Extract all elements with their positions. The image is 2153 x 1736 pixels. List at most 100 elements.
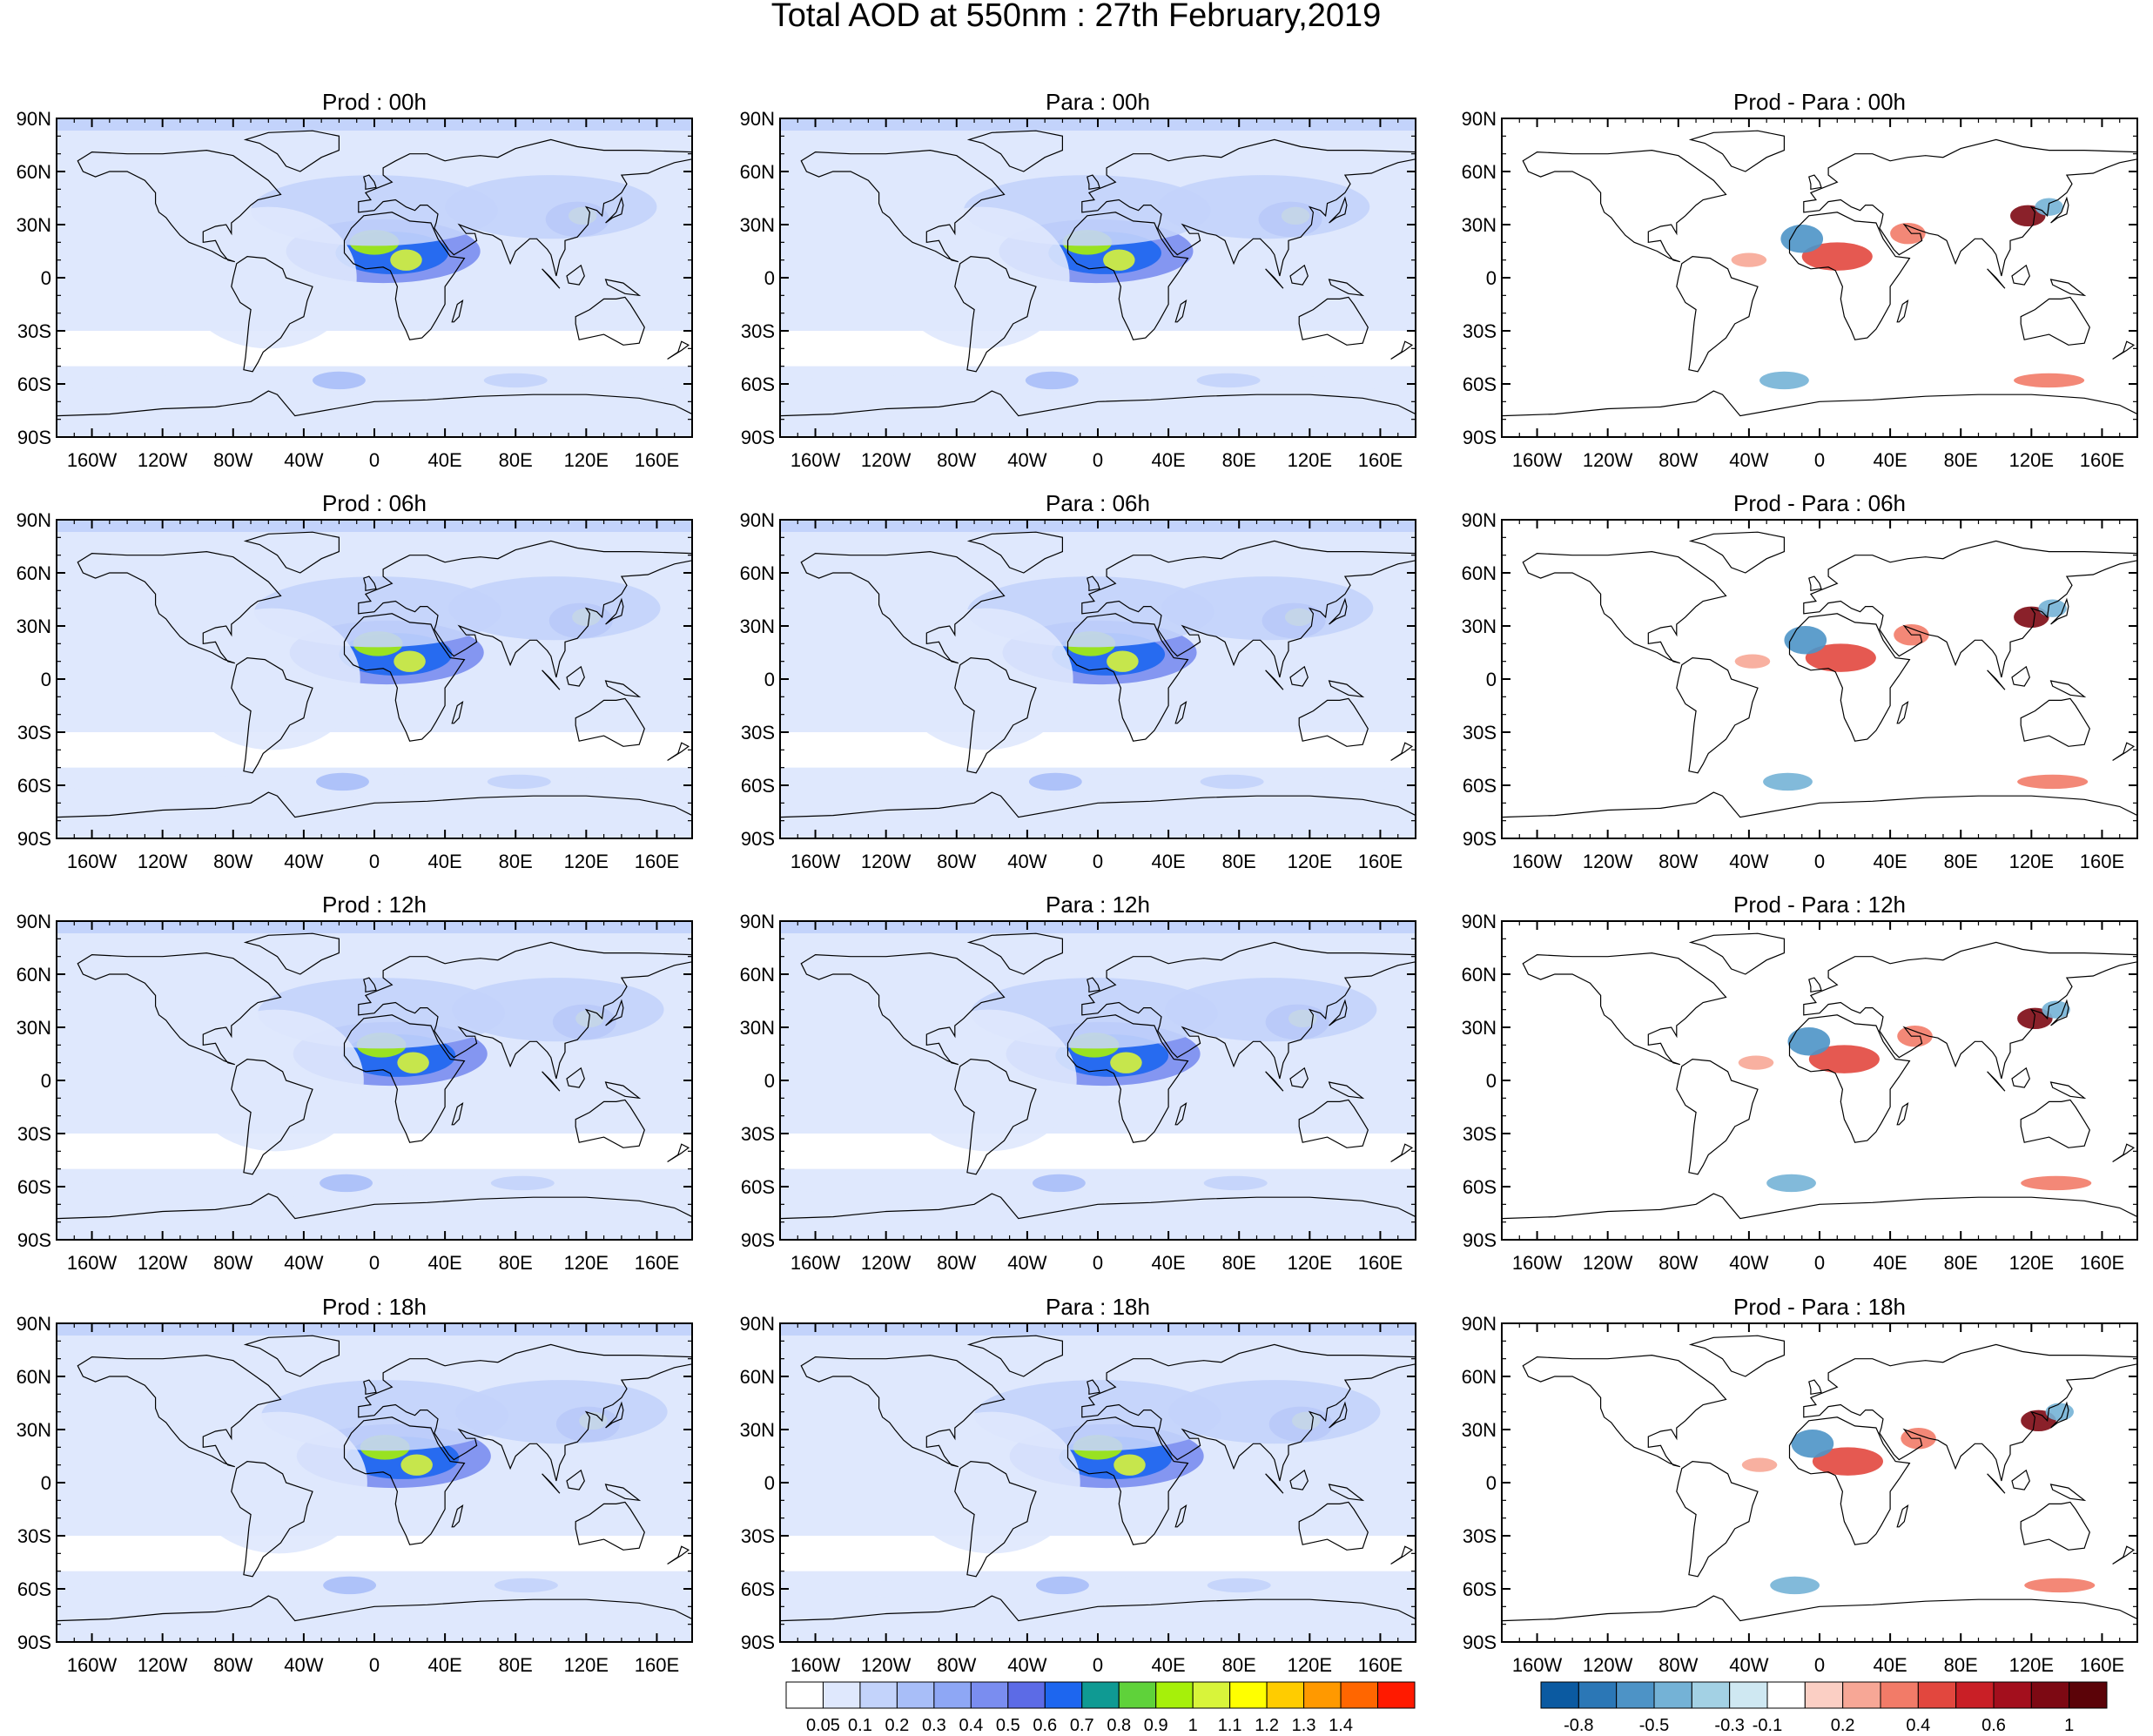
lat-tick-label: 30N: [1462, 1017, 1497, 1039]
panel-title: Para : 06h: [1046, 490, 1150, 516]
coastline-1: [1522, 1354, 1727, 1468]
lon-tick-label: 120W: [138, 1252, 188, 1274]
coastline-11: [1289, 264, 1309, 286]
colorbar-swatch: [970, 1681, 1009, 1709]
lat-tick-label: 60N: [1462, 1366, 1497, 1388]
colorbar-swatch: [1540, 1681, 1579, 1709]
aod-blob-12: [490, 1175, 555, 1191]
clean-band: [780, 1134, 1416, 1169]
lon-tick-label: 40W: [1729, 449, 1768, 471]
lat-tick-label: 0: [1486, 267, 1497, 289]
lat-tick-label: 0: [41, 1472, 51, 1494]
lon-tick-label: 160W: [791, 1654, 841, 1676]
colorbar-swatch: [1766, 1681, 1806, 1709]
coastline-2: [243, 932, 340, 975]
colorbar-swatch: [1266, 1681, 1305, 1709]
aod-blob-5: [1890, 222, 1926, 245]
colorbar-swatch: [1691, 1681, 1731, 1709]
lat-tick-label: 30S: [741, 722, 775, 744]
coastline-10: [542, 1071, 561, 1092]
coastline-9: [1174, 1102, 1188, 1126]
map-area: [1502, 1323, 2137, 1642]
lon-tick-label: 0: [1093, 851, 1103, 872]
aod-blob-10: [780, 373, 1405, 395]
lat-tick-label: 60S: [17, 1578, 51, 1600]
coastline-8: [2050, 1401, 2069, 1429]
lon-tick-label: 120E: [1288, 449, 1332, 471]
antarctica-coastline: [780, 791, 1416, 830]
coastline-8: [605, 1401, 624, 1429]
lat-tick-label: 90N: [1462, 911, 1497, 932]
lat-tick-label: 30N: [17, 1017, 51, 1039]
antarctica-coastline: [57, 1193, 692, 1231]
coastline-10: [1987, 670, 2006, 690]
panel-title: Prod - Para : 00h: [1733, 89, 1906, 115]
aod-blob-2: [2042, 1000, 2070, 1019]
coastline-11: [1289, 1469, 1309, 1490]
colorbar-swatch: [1729, 1681, 1768, 1709]
colorbars: 0.05 0.1 0.2 0.3 0.4 0.5 0.6 0.7 0.8 0.9 1 1.1 1.2 1.…: [785, 1681, 2108, 1735]
lat-tick-label: 30N: [17, 214, 51, 236]
map-panel-3: Prod - Para : 00h 90N 60N 30N 0 30S 60S 90S 160W…: [1462, 89, 2138, 471]
aod-blob-10: [780, 774, 1409, 797]
lat-tick-label: 90S: [741, 1632, 775, 1653]
coastline-3: [1676, 656, 1759, 774]
coastline-8: [2050, 196, 2069, 224]
coastline-8: [605, 196, 624, 224]
lat-tick-label: 30N: [740, 1017, 775, 1039]
coastline-8: [605, 999, 624, 1026]
lon-tick-label: 80E: [1222, 1654, 1256, 1676]
coastline-12: [1328, 1081, 1365, 1100]
coastline-10: [1265, 1473, 1284, 1494]
aod-blob-7: [2021, 1175, 2092, 1191]
colorbar-swatch: [1653, 1681, 1692, 1709]
aod-blob-8: [455, 1380, 668, 1444]
lon-tick-label: 160E: [635, 851, 679, 872]
colorbar-label: 1.4: [1329, 1716, 1353, 1735]
colorbar-label: 0.4: [959, 1716, 983, 1735]
coastline-1: [77, 1354, 282, 1468]
coastline-4: [1066, 613, 1189, 742]
clean-band: [57, 331, 692, 367]
coastline-5: [1803, 941, 2137, 1080]
lon-tick-label: 80E: [499, 449, 533, 471]
coastline-13: [667, 742, 690, 762]
colorbar-label: 1.1: [1218, 1716, 1242, 1735]
antarctica-coastline: [57, 791, 692, 830]
coastline-4: [1788, 1416, 1911, 1545]
coastline-3: [231, 1058, 313, 1175]
lon-tick-label: 120W: [1583, 1654, 1633, 1676]
lon-tick-label: 120W: [861, 449, 912, 471]
colorbar-swatch: [1340, 1681, 1379, 1709]
aod-blob-9: [892, 206, 1070, 349]
aod-blob-8: [1741, 1457, 1778, 1472]
map-panel-7: Prod : 12h 90N 60N 30N 0 30S 60S 90S 160W 120W 80W…: [17, 892, 693, 1274]
lat-tick-label: 30S: [1463, 1525, 1497, 1547]
coastline-3: [1676, 1460, 1759, 1578]
lat-tick-label: 0: [41, 267, 51, 289]
coastline-2: [243, 130, 340, 172]
coastline-1: [800, 1354, 1006, 1468]
lat-tick-label: 90S: [17, 828, 51, 850]
aod-blob-10: [780, 1578, 1416, 1600]
lon-tick-label: 40E: [1874, 1654, 1907, 1676]
lon-tick-label: 80E: [1222, 449, 1256, 471]
aod-blob-6: [1763, 772, 1813, 791]
lon-tick-label: 120E: [2009, 449, 2054, 471]
coastline-13: [1390, 1143, 1414, 1163]
lat-tick-label: 60S: [17, 1176, 51, 1198]
coastline-2: [1688, 1335, 1785, 1377]
lon-tick-label: 120W: [861, 1654, 912, 1676]
coastline-4: [1788, 1014, 1911, 1143]
panel-title: Prod - Para : 06h: [1733, 490, 1906, 516]
lon-tick-label: 160W: [67, 1252, 118, 1274]
coastline-2: [243, 1335, 340, 1377]
lon-tick-label: 40E: [1152, 1252, 1186, 1274]
coastline-1: [1522, 149, 1727, 263]
lon-tick-label: 80W: [1658, 1252, 1698, 1274]
colorbar-swatch: [1616, 1681, 1655, 1709]
coastline-12: [2049, 1484, 2087, 1502]
colorbar-label: -0.1: [1753, 1716, 1782, 1735]
lon-tick-label: 120E: [1288, 1654, 1332, 1676]
coastline-6: [575, 697, 645, 747]
